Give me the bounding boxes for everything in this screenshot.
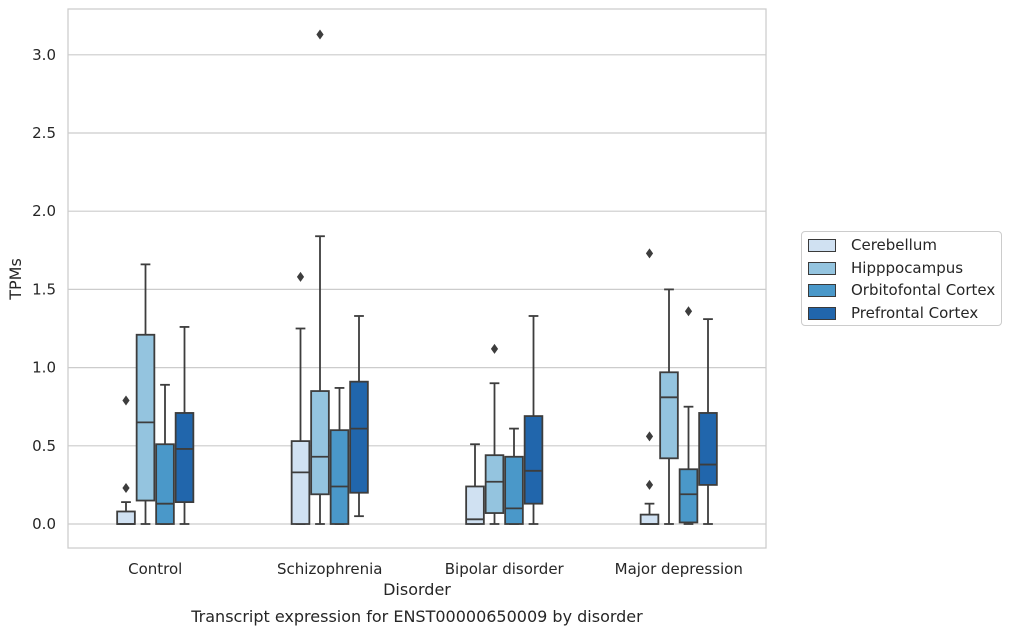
legend-swatch-orbitofrontal xyxy=(808,283,836,297)
box-layer xyxy=(116,29,718,525)
legend-swatch-cerebellum xyxy=(808,238,836,252)
outlier-point xyxy=(122,483,130,494)
box-iqr xyxy=(135,333,156,502)
y-tick-label: 3.0 xyxy=(32,46,56,64)
box-1-3 xyxy=(659,288,679,525)
box-iqr xyxy=(290,440,311,525)
y-tick-labels: 0.0 0.5 1.0 1.5 2.0 2.5 3.0 xyxy=(32,46,56,533)
legend-label-prefrontal: Prefrontal Cortex xyxy=(851,304,979,322)
legend-label-cerebellum: Cerebellum xyxy=(851,236,937,254)
box-2-1 xyxy=(329,387,350,525)
box-0-0 xyxy=(116,395,136,525)
y-axis-label: TPMs xyxy=(6,258,25,301)
box-2-3 xyxy=(678,306,699,525)
outlier-point xyxy=(645,479,654,490)
box-1-1 xyxy=(310,29,330,525)
box-2-0 xyxy=(155,383,175,525)
box-iqr xyxy=(174,412,195,504)
box-iqr xyxy=(329,429,350,525)
y-tick-label: 2.0 xyxy=(32,202,56,220)
box-3-1 xyxy=(349,315,369,518)
chart-title: Transcript expression for ENST0000065000… xyxy=(190,607,643,626)
box-iqr xyxy=(116,510,136,525)
box-3-3 xyxy=(698,318,718,525)
box-iqr xyxy=(504,455,524,525)
box-0-1 xyxy=(290,271,311,525)
box-1-0 xyxy=(135,263,156,525)
legend-swatch-hippocampus xyxy=(808,261,836,275)
outlier-point xyxy=(490,343,499,354)
legend-item-hippocampus: Hipppocampus xyxy=(808,258,963,278)
box-iqr xyxy=(659,371,679,460)
x-axis-label: Disorder xyxy=(383,580,451,599)
box-iqr xyxy=(349,380,369,494)
x-tick-label: Bipolar disorder xyxy=(445,560,565,578)
box-iqr xyxy=(639,513,660,525)
box-iqr xyxy=(465,485,485,525)
x-tick-label: Control xyxy=(128,560,182,578)
x-tick-label: Major depression xyxy=(615,560,743,578)
outlier-point xyxy=(122,395,130,406)
box-0-3 xyxy=(639,248,660,525)
y-tick-label: 2.5 xyxy=(32,124,56,142)
legend-item-prefrontal: Prefrontal Cortex xyxy=(808,303,978,323)
box-3-0 xyxy=(174,326,195,525)
legend-item-orbitofrontal: Orbitofontal Cortex xyxy=(808,280,995,300)
box-iqr xyxy=(155,443,175,525)
y-tick-label: 0.5 xyxy=(32,437,56,455)
legend: Cerebellum Hipppocampus Orbitofontal Cor… xyxy=(801,231,1002,326)
box-0-2 xyxy=(465,443,485,525)
box-2-2 xyxy=(504,427,524,525)
outlier-point xyxy=(645,431,654,442)
outlier-point xyxy=(296,271,305,282)
y-tick-label: 1.5 xyxy=(32,280,56,298)
x-tick-label: Schizophrenia xyxy=(277,560,382,578)
legend-swatch-prefrontal xyxy=(808,306,836,320)
y-tick-label: 1.0 xyxy=(32,359,56,377)
x-tick-labels: Control Schizophrenia Bipolar disorder Majo… xyxy=(128,560,743,578)
box-iqr xyxy=(484,454,505,514)
box-3-2 xyxy=(523,315,544,525)
legend-item-cerebellum: Cerebellum xyxy=(808,235,937,255)
box-1-2 xyxy=(484,343,505,525)
plot-area-frame xyxy=(67,8,767,549)
legend-label-orbitofrontal: Orbitofontal Cortex xyxy=(851,281,996,299)
outlier-point xyxy=(645,248,654,259)
outlier-point xyxy=(684,306,693,317)
box-iqr xyxy=(310,390,330,496)
box-iqr xyxy=(523,415,544,505)
legend-label-hippocampus: Hipppocampus xyxy=(851,259,964,277)
box-iqr xyxy=(698,412,718,486)
y-tick-label: 0.0 xyxy=(32,515,56,533)
box-iqr xyxy=(678,468,699,524)
outlier-point xyxy=(316,29,324,40)
